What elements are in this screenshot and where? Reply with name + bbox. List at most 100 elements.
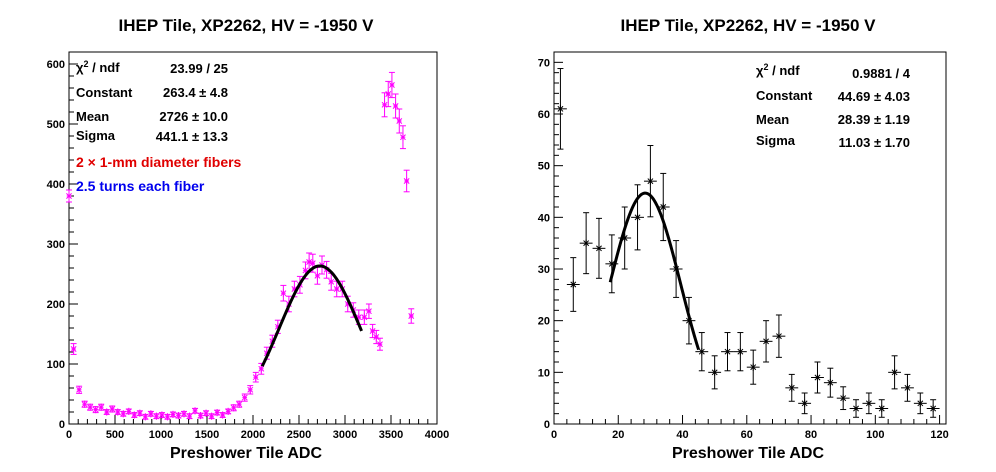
left-star-marker-d2 <box>98 404 105 411</box>
left-data-point <box>147 410 154 418</box>
right-star-marker-d2 <box>865 400 872 407</box>
right-x-tick-label: 80 <box>805 429 817 441</box>
left-star-marker-d2 <box>388 82 395 88</box>
left-star-marker-d2 <box>208 413 215 420</box>
left-fit-line <box>260 264 363 367</box>
left-data-point <box>392 93 399 119</box>
left-star-marker-d2 <box>114 409 121 415</box>
right-data-point <box>759 320 773 363</box>
left-star-marker-d2 <box>175 412 182 419</box>
right-star-marker-d2 <box>750 364 757 371</box>
left-star-marker-d2 <box>103 409 110 415</box>
left-data-point <box>328 272 335 291</box>
left-data-point <box>381 92 388 118</box>
left-data-point <box>192 407 199 415</box>
right-stats-box: χ2 / ndf 0.9881 / 4 Constant 44.69 ± 4.0… <box>756 62 911 150</box>
right-star-marker-d2 <box>583 240 590 247</box>
left-star-marker-d2 <box>403 178 410 184</box>
left-star-marker-d2 <box>164 413 171 420</box>
left-data-point <box>103 408 110 416</box>
left-star-marker-d2 <box>109 406 116 412</box>
left-stat-mean-label: Mean <box>76 109 109 124</box>
right-y-tick-label: 60 <box>538 109 550 121</box>
right-star-marker-d2 <box>788 384 795 391</box>
left-x-tick-label: 500 <box>106 429 124 441</box>
left-axis-ticks: 0 500 1000 1500 2000 2500 3000 3500 4000 0 100 200 3… <box>47 51 449 441</box>
left-star-marker-d2 <box>158 412 165 418</box>
left-star-marker-d2 <box>408 313 415 319</box>
right-data-point <box>862 392 876 415</box>
left-data-point <box>365 303 372 319</box>
left-data-point <box>120 410 127 418</box>
left-star-marker-d2 <box>214 409 221 416</box>
left-data-point <box>280 284 287 302</box>
left-y-tick-label: 200 <box>47 299 65 311</box>
left-y-tick-label: 400 <box>47 179 65 191</box>
right-star-marker-d2 <box>878 405 885 412</box>
right-data-point <box>875 399 889 418</box>
left-data-point <box>136 409 143 417</box>
left-star-marker-d2 <box>136 410 143 417</box>
right-x-tick-label: 120 <box>930 429 948 441</box>
left-star-marker-d2 <box>333 286 340 292</box>
left-data-point <box>252 371 259 383</box>
left-star-marker-d2 <box>400 134 406 141</box>
right-star-marker-d2 <box>647 178 654 185</box>
left-data-point <box>403 169 410 193</box>
left-stat-constant-label: Constant <box>76 85 133 100</box>
right-star-marker-d2 <box>827 379 834 386</box>
left-star-marker-d2 <box>142 413 149 420</box>
left-star-marker-d2 <box>241 394 248 401</box>
left-star-marker-d2 <box>309 260 316 267</box>
left-star-marker-d2 <box>87 404 94 411</box>
left-plot-frame <box>68 51 438 425</box>
right-stat-sigma-label: Sigma <box>756 133 796 148</box>
left-x-axis-label: Preshower Tile ADC <box>170 445 322 462</box>
left-star-marker-d2 <box>76 386 83 393</box>
left-star-marker-d2 <box>369 328 376 334</box>
right-y-tick-label: 40 <box>538 212 550 224</box>
left-data-point <box>230 404 237 412</box>
right-stat-sigma-value: 11.03 ± 1.70 <box>839 135 910 150</box>
left-data-point <box>314 266 321 285</box>
left-data-point <box>175 412 182 420</box>
left-data-point <box>186 412 193 420</box>
left-star-marker-d2 <box>381 101 388 108</box>
left-data-point <box>81 400 88 408</box>
right-star-marker-d2 <box>557 105 564 112</box>
left-star-marker-d2 <box>225 408 232 415</box>
right-star-marker-d2 <box>891 369 898 376</box>
right-stat-mean-label: Mean <box>756 112 789 127</box>
left-x-tick-label: 4000 <box>425 429 449 441</box>
left-star-marker-d2 <box>131 412 138 418</box>
left-star-marker-d2 <box>306 259 313 265</box>
right-y-tick-label: 30 <box>538 264 550 276</box>
right-star-marker-d2 <box>763 338 770 345</box>
left-stat-constant-value: 263.4 ± 4.8 <box>163 85 228 100</box>
left-data-point <box>214 409 221 417</box>
left-data-point <box>164 413 171 421</box>
left-data-point <box>408 308 415 324</box>
left-data-point <box>396 108 403 134</box>
right-star-marker-d2 <box>840 395 847 402</box>
left-y-tick-label: 500 <box>47 119 65 131</box>
right-x-tick-label: 0 <box>551 429 557 441</box>
left-star-marker-d2 <box>153 413 160 420</box>
left-x-tick-label: 1500 <box>195 429 219 441</box>
left-star-marker-d2 <box>280 290 287 297</box>
left-data-point <box>388 71 395 99</box>
right-star-marker-d2 <box>930 405 937 412</box>
left-data-point <box>76 385 83 394</box>
left-data-point <box>385 80 392 108</box>
right-data-point <box>643 145 657 218</box>
right-y-tick-label: 70 <box>538 57 550 69</box>
left-star-marker-d2 <box>247 386 254 393</box>
right-data-point <box>901 373 914 402</box>
left-stats-box: χ2 / ndf 23.99 / 25 Constant 263.4 ± 4.8… <box>76 59 228 144</box>
left-y-tick-label: 600 <box>47 59 65 71</box>
right-data-point <box>746 349 760 385</box>
right-data-point <box>836 386 850 411</box>
left-annotation-fibers: 2 × 1-mm diameter fibers <box>76 154 242 170</box>
left-stat-sigma-value: 441.1 ± 13.3 <box>156 129 228 144</box>
right-data-point <box>823 367 837 398</box>
